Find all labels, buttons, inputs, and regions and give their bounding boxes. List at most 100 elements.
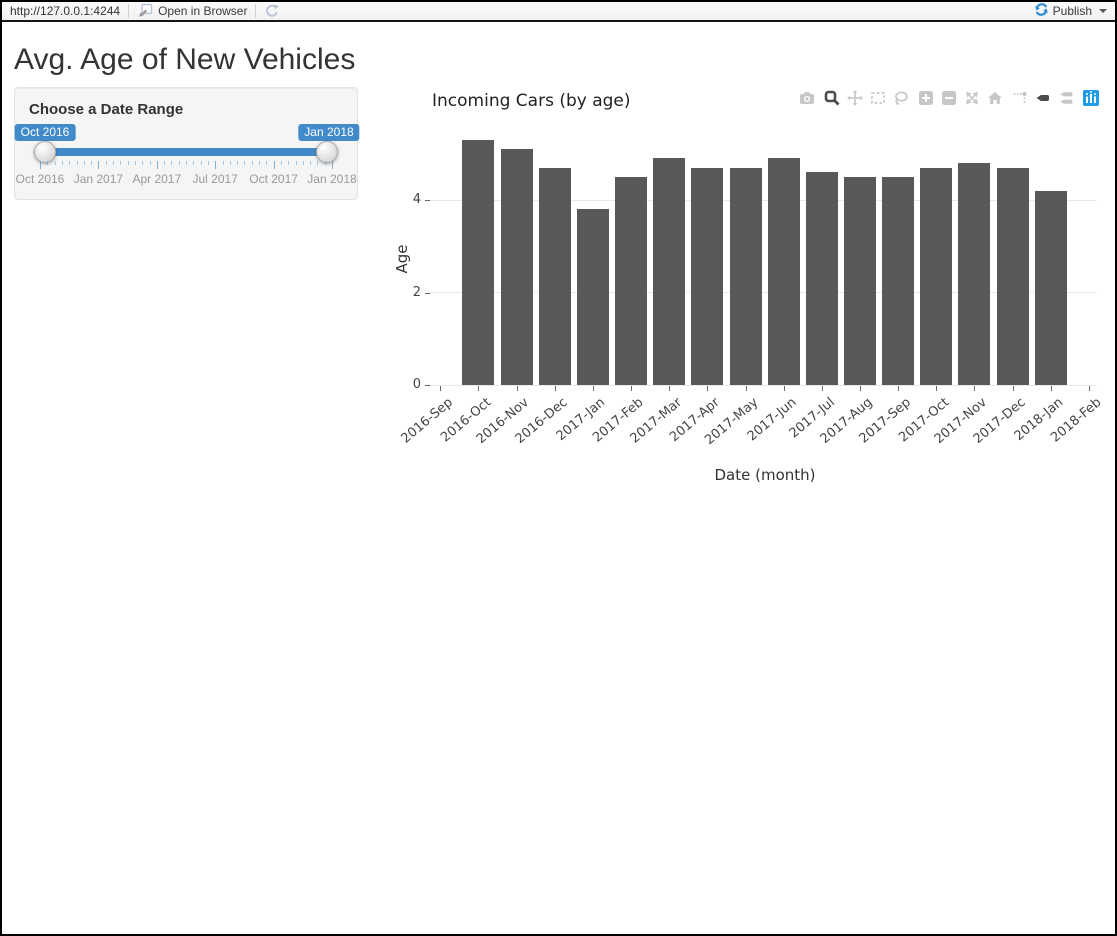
slider-handle-to[interactable] — [316, 141, 338, 163]
camera-icon[interactable] — [799, 90, 815, 106]
x-axis-title: Date (month) — [714, 466, 816, 484]
slider-grid-tick — [178, 161, 180, 165]
address-url: http://127.0.0.1:4244 — [10, 4, 121, 18]
chart-bar[interactable] — [882, 176, 915, 385]
slider-grid-tick — [222, 161, 224, 165]
shiny-app-content: Avg. Age of New Vehicles Choose a Date R… — [2, 22, 1115, 200]
slider-grid-tick — [113, 161, 114, 165]
y-tick-label: 0 — [412, 377, 421, 392]
publish-label: Publish — [1052, 4, 1092, 18]
slider-axis-label: Jan 2018 — [307, 172, 357, 186]
pan-icon[interactable] — [847, 90, 863, 106]
slider-grid-tick — [207, 161, 209, 165]
date-range-slider[interactable]: Oct 2016 Jan 2018 Oct 2016 Jan 2017 Apr 20… — [14, 124, 360, 187]
chart-bar[interactable] — [462, 139, 495, 385]
x-tick-mark — [440, 386, 442, 391]
x-tick-mark — [669, 386, 671, 391]
slider-grid-tick — [61, 161, 63, 165]
zoom-in-icon[interactable] — [918, 90, 934, 106]
plotly-chart: Incoming Cars (by age) — [385, 85, 1104, 490]
refresh-button[interactable] — [264, 3, 280, 19]
chart-title: Incoming Cars (by age) — [432, 91, 631, 111]
y-tick-label: 2 — [412, 284, 421, 300]
open-in-browser-button[interactable]: Open in Browser — [137, 2, 247, 21]
publish-button[interactable]: Publish — [1034, 2, 1107, 20]
slider-grid-tick — [47, 161, 49, 165]
y-gridline — [430, 199, 1097, 201]
slider-handle-from[interactable] — [34, 141, 56, 163]
slider-grid-tick — [266, 161, 268, 165]
slider-axis-label: Oct 2017 — [249, 172, 298, 186]
lasso-select-icon[interactable] — [893, 90, 909, 106]
slider-grid-tick — [134, 161, 136, 165]
slider-grid-tick — [76, 161, 78, 165]
plotly-modebar — [790, 90, 1099, 106]
slider-grid-tick — [280, 161, 282, 165]
x-tick-mark — [592, 386, 594, 391]
y-tick-mark — [425, 292, 430, 294]
x-tick-mark — [631, 386, 633, 391]
chart-bar[interactable] — [615, 176, 648, 385]
chart-bar[interactable] — [538, 167, 571, 385]
slider-grid: Oct 2016 Jan 2017 Apr 2017 Jul 2017 Oct 2017… — [16, 161, 357, 187]
slider-grid-tick — [91, 161, 93, 165]
slider-grid-tick — [149, 161, 151, 165]
plot-area — [430, 115, 1097, 386]
x-tick-mark — [936, 386, 938, 391]
y-tick-mark — [425, 200, 430, 202]
slider-axis-label: Jan 2017 — [73, 172, 124, 186]
chart-bar[interactable] — [729, 167, 762, 385]
x-tick-mark — [821, 386, 823, 391]
zoom-out-icon[interactable] — [941, 90, 957, 106]
slider-grid-tick — [69, 161, 71, 165]
x-tick-mark — [1088, 386, 1090, 391]
slider-grid-tick — [310, 161, 312, 165]
box-select-icon[interactable] — [870, 90, 886, 106]
dropdown-caret[interactable] — [1099, 9, 1107, 13]
slider-grid-tick — [193, 161, 195, 165]
slider-grid-tick — [237, 161, 239, 165]
x-tick-mark — [1012, 386, 1014, 391]
chart-bar[interactable] — [996, 167, 1029, 385]
chart-bar[interactable] — [843, 176, 876, 385]
x-tick-mark — [1050, 386, 1052, 391]
y-gridline — [430, 384, 1097, 386]
autoscale-icon[interactable] — [964, 90, 980, 106]
slider-grid-tick — [251, 161, 253, 165]
chart-bar[interactable] — [920, 167, 953, 385]
publish-icon — [1034, 2, 1049, 20]
slider-grid-tick — [200, 161, 202, 165]
reset-axes-home-icon[interactable] — [987, 90, 1003, 106]
slider-grid-tick — [273, 161, 275, 169]
x-tick-mark — [974, 386, 976, 391]
y-tick-label: 4 — [412, 192, 421, 208]
toggle-spikelines-icon[interactable] — [1012, 90, 1028, 106]
chart-bar[interactable] — [500, 149, 533, 385]
y-axis-title: Age — [393, 244, 411, 274]
hover-closest-icon[interactable] — [1035, 90, 1051, 106]
hover-compare-icon[interactable] — [1058, 90, 1074, 106]
chart-bar[interactable] — [653, 158, 686, 385]
chart-bar[interactable] — [576, 209, 609, 385]
chart-bar[interactable] — [691, 167, 724, 385]
chart-bar[interactable] — [958, 163, 991, 385]
slider-grid-tick — [54, 161, 56, 165]
slider-grid-tick — [295, 161, 297, 165]
y-gridline — [430, 292, 1097, 294]
open-in-browser-label: Open in Browser — [158, 4, 248, 18]
chart-bar[interactable] — [805, 172, 838, 385]
chart-bar[interactable] — [1034, 190, 1067, 385]
date-range-panel-title: Choose a Date Range — [29, 101, 184, 118]
chart-bar[interactable] — [767, 158, 800, 385]
y-tick-mark — [425, 385, 430, 386]
viewer-toolbar: http://127.0.0.1:4244 Open in Browser — [2, 2, 1115, 22]
x-tick-mark — [745, 386, 747, 391]
slider-axis-label: Apr 2017 — [132, 172, 182, 186]
slider-grid-tick — [288, 161, 290, 165]
slider-to-badge: Jan 2018 — [298, 124, 360, 141]
zoom-icon[interactable] — [824, 90, 840, 106]
slider-grid-tick — [332, 161, 333, 169]
slider-selected-bar[interactable] — [34, 148, 338, 156]
plotly-logo-icon[interactable] — [1083, 90, 1099, 106]
